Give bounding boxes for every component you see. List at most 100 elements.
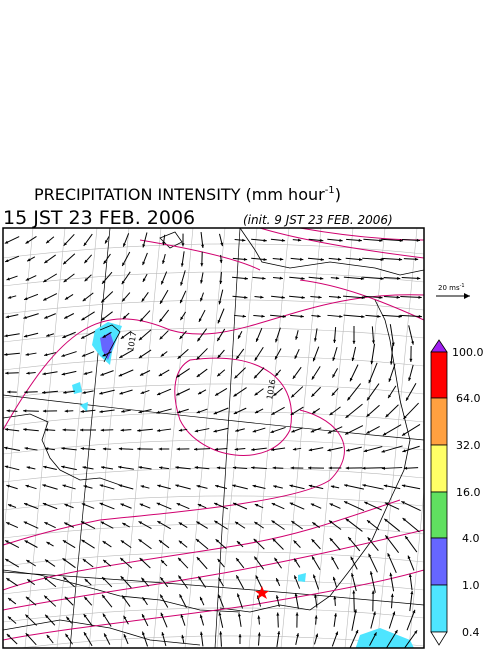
wind-head — [300, 257, 304, 261]
wind-head — [4, 240, 9, 244]
wind-arrow — [82, 292, 94, 302]
colorbar-label: 32.0 — [456, 439, 481, 452]
wind-arrow — [311, 538, 321, 550]
wind-arrow — [344, 425, 364, 435]
wind-arrow — [295, 632, 300, 646]
wind-arrow — [371, 590, 375, 612]
wind-shaft — [381, 238, 403, 242]
wind-head — [121, 595, 126, 599]
wind-arrow — [290, 466, 304, 470]
wind-head — [236, 541, 241, 545]
wind-head — [291, 394, 295, 398]
wind-arrow — [295, 330, 299, 340]
wind-head — [23, 521, 28, 525]
wind-arrow — [99, 409, 115, 414]
wind-shaft — [344, 425, 364, 435]
wind-arrow — [100, 465, 114, 470]
wind-head — [83, 371, 88, 375]
wind-head — [414, 630, 418, 634]
wind-head — [139, 372, 144, 376]
colorbar-label: 1.0 — [462, 579, 480, 592]
wind-arrow — [406, 609, 416, 631]
title-exponent: -1 — [325, 185, 335, 196]
wind-head — [26, 466, 31, 470]
wind-head — [276, 612, 280, 616]
wind-head — [46, 333, 50, 337]
wind-arrow — [217, 349, 225, 359]
wind-arrow — [409, 346, 413, 362]
wind-head — [361, 315, 365, 319]
wind-arrow — [327, 446, 343, 452]
wind-arrow — [253, 538, 265, 550]
wind-head — [175, 484, 179, 488]
wind-head — [200, 280, 204, 284]
wind-head — [159, 336, 163, 340]
wind-head — [99, 391, 103, 395]
wind-head — [216, 466, 221, 470]
wind-head — [160, 300, 163, 304]
wind-head — [351, 573, 354, 577]
wind-arrow — [233, 387, 247, 397]
wind-shaft — [382, 424, 402, 436]
wind-head — [118, 484, 123, 488]
wind-arrow — [80, 520, 96, 530]
wind-head — [292, 447, 297, 451]
wind-arrow — [289, 276, 305, 280]
wind-head — [24, 503, 28, 506]
wind-arrow — [25, 596, 37, 606]
wind-head — [219, 280, 223, 285]
wind-head — [160, 612, 164, 617]
wind-arrow — [381, 445, 403, 453]
colorbar-bin — [430, 584, 448, 633]
wind-head — [252, 484, 256, 488]
wind-head — [6, 484, 10, 488]
wind-head — [25, 352, 29, 356]
wind-arrow — [45, 236, 55, 244]
wind-arrow — [179, 330, 187, 340]
wind-head — [25, 614, 29, 618]
wind-head — [63, 242, 67, 246]
wind-arrow — [118, 484, 134, 490]
wind-arrow — [389, 572, 395, 592]
wind-head — [360, 277, 365, 281]
map: 1017 1016 — [2, 227, 425, 649]
wind-head — [405, 535, 409, 540]
wind-arrow — [252, 484, 266, 490]
wind-shaft — [370, 343, 376, 365]
wind-arrow — [333, 596, 337, 606]
wind-shaft — [366, 383, 380, 401]
wind-head — [123, 634, 127, 638]
wind-shaft — [408, 325, 414, 345]
wind-arrow — [26, 256, 36, 262]
wind-arrow — [44, 447, 56, 451]
wind-arrow — [4, 236, 20, 244]
wind-arrow — [366, 383, 380, 401]
wind-head — [218, 612, 222, 616]
wind-arrow — [198, 309, 206, 323]
wind-head — [176, 392, 180, 396]
wind-head — [389, 361, 393, 365]
wind-arrow — [138, 349, 152, 359]
wind-arrow — [62, 253, 76, 265]
wind-head — [408, 573, 412, 578]
wind-arrow — [237, 613, 242, 627]
wind-head — [260, 295, 264, 299]
wind-head — [142, 261, 146, 266]
wind-head — [382, 432, 387, 436]
wind-head — [180, 263, 184, 267]
wind-head — [161, 632, 165, 636]
wind-head — [25, 633, 29, 637]
wind-head — [142, 244, 146, 248]
wind-arrow — [402, 445, 420, 453]
wind-arrow — [404, 535, 418, 553]
wind-arrow — [84, 578, 92, 586]
wind-arrow — [276, 631, 281, 647]
wind-arrow — [330, 276, 340, 280]
wind-arrow — [311, 386, 321, 398]
wind-head — [370, 360, 374, 365]
wind-arrow — [45, 333, 55, 337]
wind-shaft — [370, 571, 376, 593]
wind-arrow — [120, 428, 132, 432]
wind-arrow — [62, 428, 76, 432]
wind-head — [103, 260, 107, 265]
